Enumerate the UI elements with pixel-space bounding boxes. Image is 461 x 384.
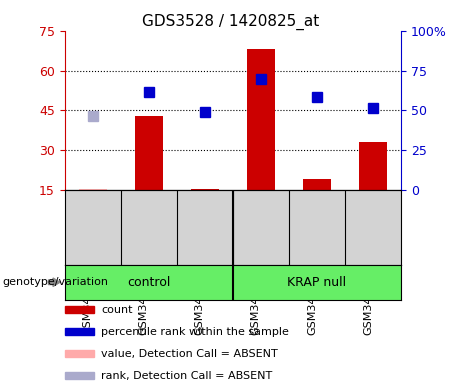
Bar xyxy=(303,179,331,190)
Bar xyxy=(65,328,94,336)
Text: percentile rank within the sample: percentile rank within the sample xyxy=(101,327,290,337)
Bar xyxy=(359,142,387,190)
Bar xyxy=(65,306,94,313)
Bar xyxy=(65,372,94,379)
Text: genotype/variation: genotype/variation xyxy=(2,277,108,287)
Bar xyxy=(78,189,106,190)
Text: rank, Detection Call = ABSENT: rank, Detection Call = ABSENT xyxy=(101,371,272,381)
Bar xyxy=(247,49,275,190)
Text: count: count xyxy=(101,305,133,314)
Text: GDS3528 / 1420825_at: GDS3528 / 1420825_at xyxy=(142,13,319,30)
Text: KRAP null: KRAP null xyxy=(287,276,347,289)
Bar xyxy=(191,189,219,190)
Text: control: control xyxy=(127,276,171,289)
Bar xyxy=(65,350,94,358)
Text: value, Detection Call = ABSENT: value, Detection Call = ABSENT xyxy=(101,349,278,359)
Bar xyxy=(135,116,163,190)
